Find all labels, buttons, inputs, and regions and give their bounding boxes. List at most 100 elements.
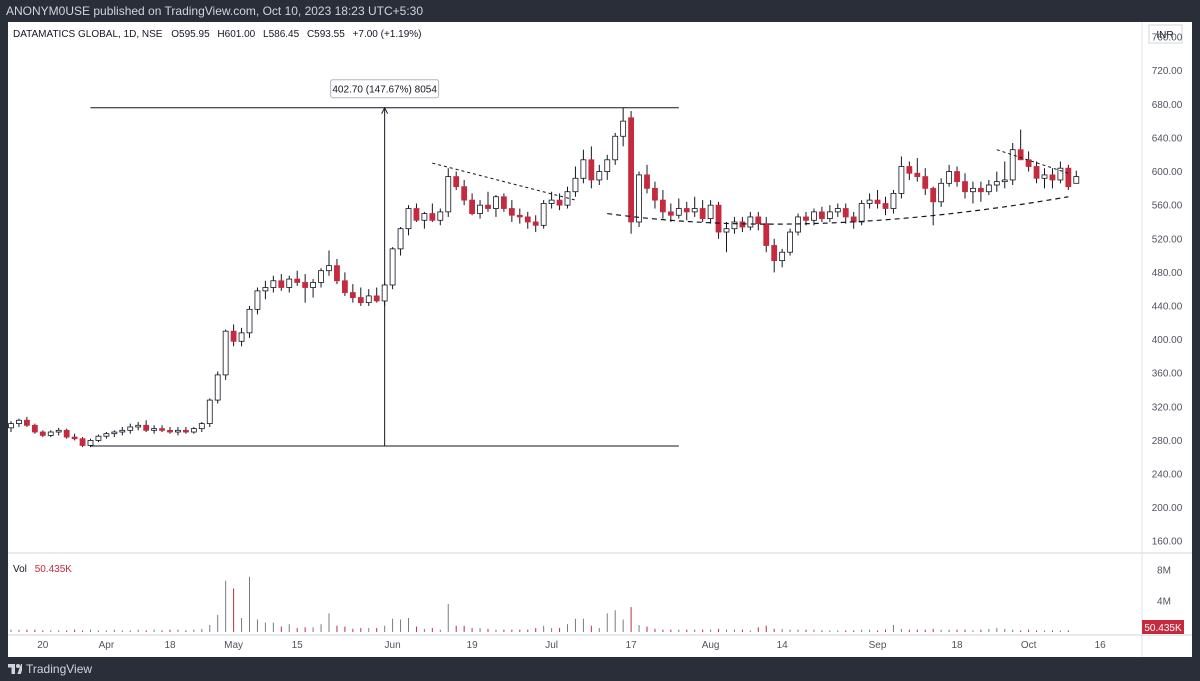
candle-body — [731, 221, 738, 230]
volume-bar — [463, 625, 465, 632]
time-tick-label: Jun — [385, 640, 401, 651]
volume-bar — [678, 629, 680, 632]
volume-bar — [503, 629, 505, 632]
volume-bar — [964, 629, 966, 632]
volume-bar — [686, 629, 688, 632]
volume-bar — [161, 630, 163, 632]
volume-bar — [58, 630, 60, 632]
volume-bar — [225, 580, 227, 632]
volume-bar — [622, 619, 624, 632]
volume-bar — [26, 629, 28, 632]
volume-bar — [368, 628, 370, 632]
candle-body — [453, 176, 460, 188]
volume-bar — [233, 588, 235, 632]
volume-bar — [352, 628, 354, 632]
candle-body — [198, 423, 205, 430]
candle-body — [1025, 159, 1032, 167]
candle-body — [119, 429, 126, 433]
candle-body — [993, 181, 1000, 186]
time-tick-label: 14 — [777, 640, 789, 651]
volume-bar — [861, 629, 863, 632]
candle-body — [485, 204, 491, 209]
volume-bar — [129, 630, 131, 632]
candle-body — [842, 208, 849, 218]
price-axis[interactable]: 760.00 720.00 680.00 640.00 600.00 560.00 520.… — [1152, 33, 1183, 548]
candlestick-chart[interactable]: DATAMATICS GLOBAL, 1D, NSE O595.95 H601.… — [8, 22, 1192, 657]
price-tick-label: 760.00 — [1152, 33, 1183, 44]
time-axis[interactable]: 20 Apr 18 May 15 Jun 19 Jul 17 Aug 14 Sep 18 Oct 16 — [37, 640, 1106, 651]
candle-body — [715, 204, 722, 233]
candle-body — [302, 282, 309, 288]
volume-bar — [50, 630, 52, 632]
candle-body — [190, 428, 197, 433]
candle-body — [214, 374, 221, 401]
candle-body — [413, 208, 420, 221]
volume-bar — [869, 629, 871, 632]
candle-body — [819, 211, 825, 220]
tradingview-logo[interactable]: TradingView — [8, 662, 92, 676]
candle-body — [747, 216, 754, 228]
candle-body — [922, 176, 929, 189]
candle-body — [381, 284, 388, 302]
currency-button[interactable] — [1148, 24, 1183, 44]
volume-bar — [169, 629, 171, 632]
candle-body — [930, 187, 937, 203]
legend-symbol: DATAMATICS GLOBAL, 1D, NSE — [13, 29, 163, 40]
candle-body — [962, 181, 968, 193]
drawings[interactable] — [432, 149, 1069, 225]
candle-body — [294, 278, 301, 283]
time-tick-label: Sep — [869, 640, 887, 651]
candle-body — [167, 429, 173, 433]
volume-bar — [209, 625, 211, 632]
candle-body — [1009, 149, 1016, 181]
volume-bar — [543, 625, 545, 632]
candle-body — [644, 174, 650, 189]
candle-body — [270, 280, 277, 288]
volume-bar — [670, 629, 672, 632]
time-tick-label: Aug — [702, 640, 720, 651]
price-tick-label: 720.00 — [1152, 66, 1183, 77]
time-tick-label: 20 — [37, 640, 49, 651]
volume-bar — [113, 629, 115, 632]
candle-body — [63, 429, 70, 438]
volume-bar — [241, 618, 243, 632]
volume-tick-label: 4M — [1157, 596, 1171, 607]
price-tick-label: 520.00 — [1152, 234, 1183, 245]
volume-bar — [121, 630, 123, 632]
price-tick-label: 640.00 — [1152, 133, 1183, 144]
candle-body — [230, 330, 237, 342]
candle-body — [373, 295, 380, 302]
volume-bar — [153, 629, 155, 632]
candle-body — [397, 228, 404, 250]
candle-body — [604, 159, 611, 172]
volume-axis: 8M 4M — [1157, 565, 1171, 607]
price-tick-label: 240.00 — [1152, 470, 1183, 481]
volume-title: Vol — [13, 564, 27, 575]
volume-bar — [535, 628, 537, 632]
volume-bar — [853, 630, 855, 632]
volume-bar — [908, 629, 910, 632]
chart-panel[interactable]: DATAMATICS GLOBAL, 1D, NSE O595.95 H601.… — [8, 22, 1192, 657]
volume-bar — [718, 628, 720, 632]
candle-body — [834, 208, 841, 213]
candle-body — [23, 419, 30, 426]
candle-body — [1065, 167, 1072, 188]
candles[interactable] — [8, 107, 1080, 448]
candle-body — [683, 208, 690, 213]
volume-bar — [42, 630, 44, 632]
candle-body — [47, 431, 54, 436]
candle-body — [151, 428, 158, 431]
volume-bar — [829, 630, 831, 632]
volume-bar — [400, 619, 402, 632]
candle-body — [803, 216, 809, 221]
candle-body — [985, 184, 992, 193]
volume-bar — [1020, 630, 1022, 632]
volume-bar — [74, 629, 76, 632]
candle-body — [39, 431, 46, 436]
volume-current: 50.435K — [35, 564, 73, 575]
volume-bar — [980, 629, 982, 632]
volume-bar — [145, 630, 147, 632]
volume-bar — [1067, 630, 1069, 632]
volume-bar — [900, 628, 902, 632]
volume-bar — [813, 629, 815, 632]
